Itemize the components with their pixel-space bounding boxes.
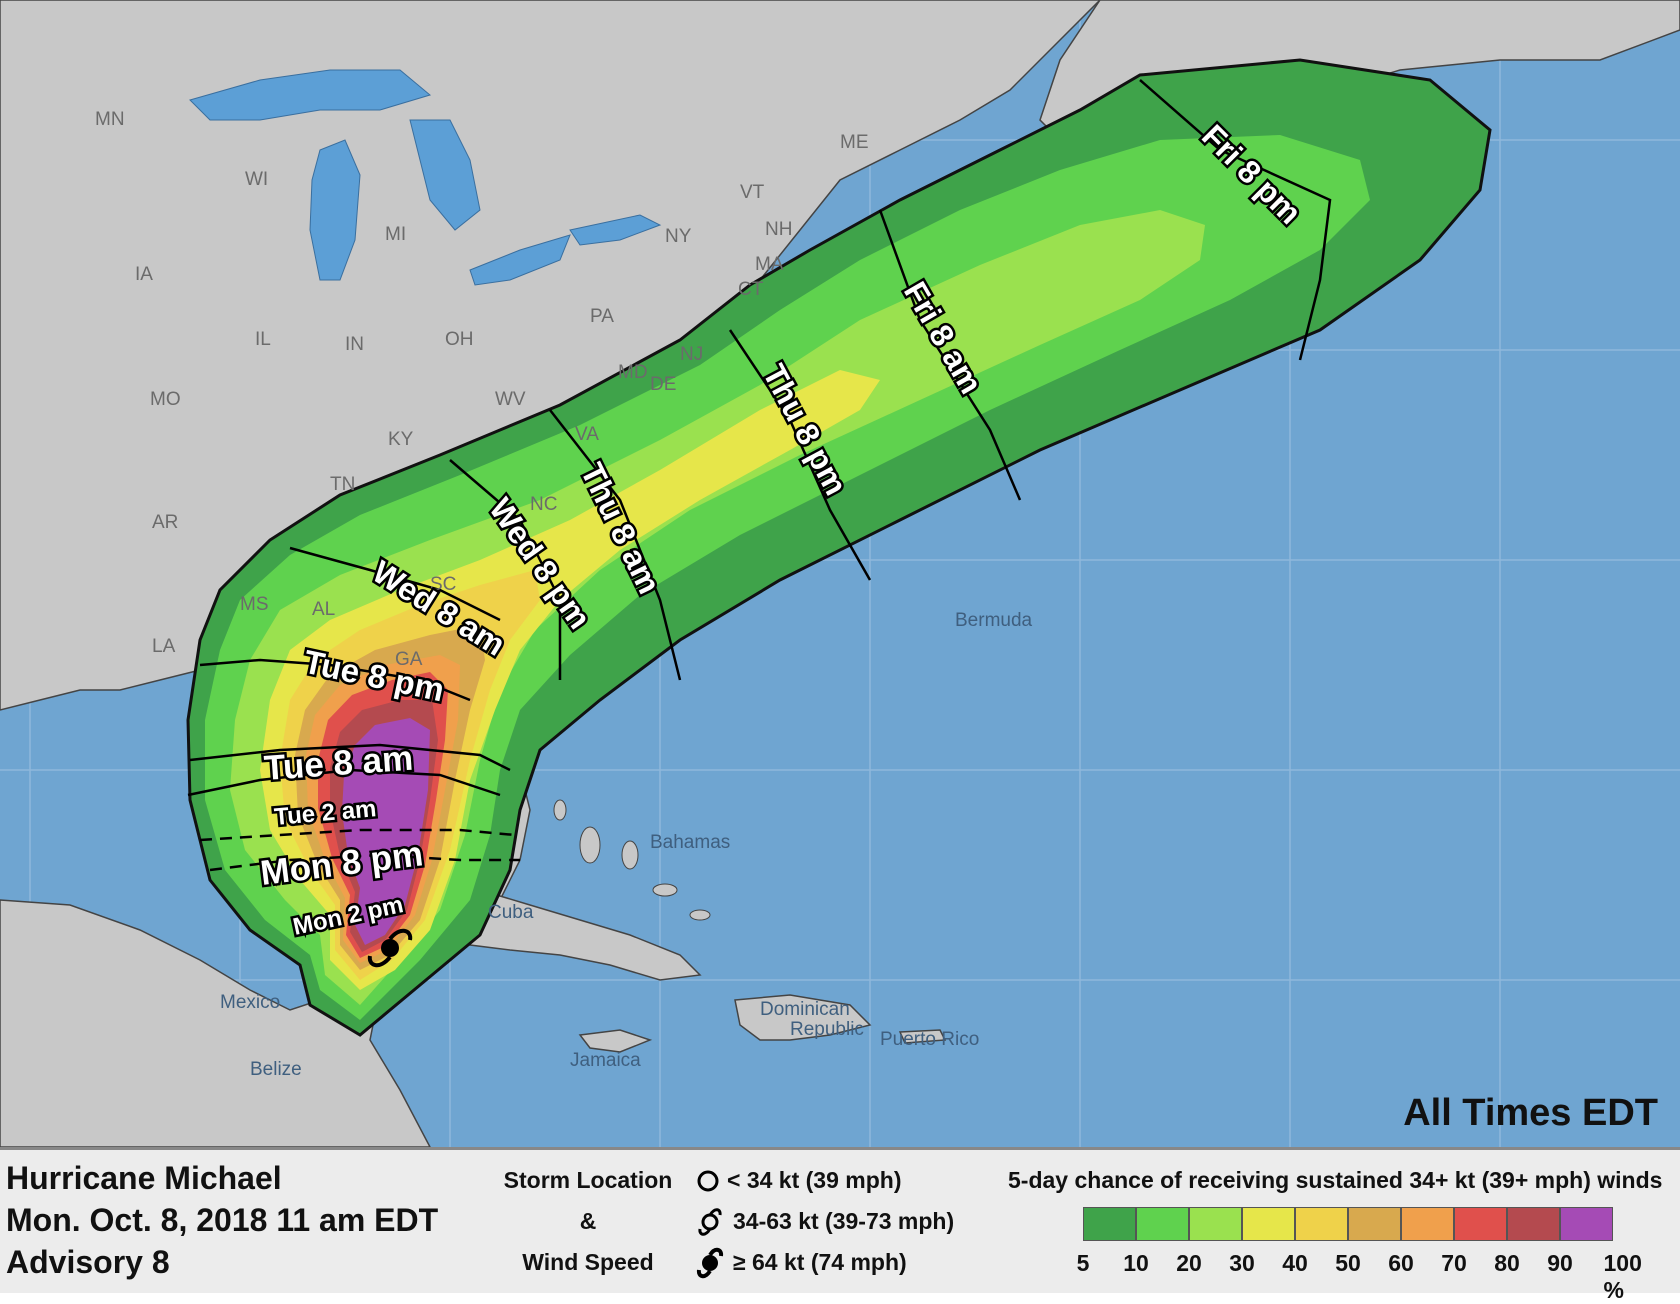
map-canvas: MN WI MI IA IL IN OH PA NY VT NH MA CT M… (0, 0, 1680, 1148)
wind-probability-swath (186, 58, 1492, 1037)
place-label-bermuda: Bermuda (955, 610, 1033, 631)
ampersand-label: & (579, 1208, 597, 1234)
state-label: GA (395, 649, 423, 670)
state-labels: MN WI MI IA IL IN OH PA NY VT NH MA CT M… (95, 109, 869, 670)
scale-swatch (1454, 1207, 1507, 1241)
state-label: WI (245, 169, 268, 190)
band-10 (205, 135, 1370, 1020)
scale-swatch (1295, 1207, 1348, 1241)
state-label: MN (95, 109, 125, 130)
state-label: OH (445, 329, 474, 350)
state-label: KY (388, 429, 414, 450)
place-label-belize: Belize (250, 1059, 302, 1080)
place-label-bahamas: Bahamas (650, 832, 730, 853)
place-label-puerto-rico: Puerto Rico (880, 1029, 979, 1050)
state-label: PA (590, 306, 614, 327)
place-label-cuba: Cuba (488, 902, 534, 923)
scale-swatch (1136, 1207, 1189, 1241)
place-label-dominican: Dominican (760, 999, 850, 1020)
state-label: IL (255, 329, 271, 350)
storm-location-label: Storm Location (503, 1167, 673, 1193)
scale-swatch (1083, 1207, 1136, 1241)
place-label-jamaica: Jamaica (570, 1050, 641, 1071)
scale-tick-label: 100 % (1603, 1250, 1642, 1303)
probability-map: MN WI MI IA IL IN OH PA NY VT NH MA CT M… (0, 0, 1680, 1148)
place-labels: Bermuda Bahamas Cuba Mexico Belize Jamai… (220, 610, 1033, 1080)
legend-symbol-label: 34-63 kt (39-73 mph) (733, 1208, 955, 1234)
open-circle-icon (697, 1170, 719, 1192)
state-label: MI (385, 224, 406, 245)
state-label: AR (152, 512, 178, 533)
legend-panel: Hurricane Michael Mon. Oct. 8, 2018 11 a… (0, 1147, 1680, 1303)
scale-tick-label: 80 (1494, 1250, 1520, 1276)
land-jamaica (578, 1029, 653, 1053)
time-lines (187, 79, 1332, 872)
state-label: IN (345, 334, 364, 355)
scale-swatch (1401, 1207, 1454, 1241)
hurricane-icon (696, 1247, 724, 1279)
tropical-storm-icon (698, 1208, 722, 1236)
state-label: NY (665, 226, 692, 247)
storm-name: Hurricane Michael (6, 1160, 282, 1196)
scale-tick-label: 5 (1076, 1250, 1090, 1276)
state-label: MA (755, 254, 784, 275)
scale-swatch (1507, 1207, 1560, 1241)
advisory-number: Advisory 8 (6, 1244, 170, 1280)
scale-tick-label: 30 (1229, 1250, 1255, 1276)
state-label: MS (240, 594, 269, 615)
state-label: ME (840, 132, 869, 153)
scale-tick-label: 50 (1335, 1250, 1361, 1276)
band-90 (342, 718, 430, 945)
scale-swatch (1189, 1207, 1242, 1241)
place-label-mexico: Mexico (220, 992, 280, 1013)
state-label: CT (738, 279, 764, 300)
great-lakes (189, 69, 662, 286)
all-times-note: All Times EDT (1403, 1092, 1658, 1134)
state-label: SC (430, 574, 456, 595)
hurricane-icon (367, 928, 413, 968)
land-cuba (428, 889, 702, 981)
place-label-republic: Republic (790, 1019, 864, 1040)
state-label: NH (765, 219, 792, 240)
state-label: MD (618, 362, 648, 383)
state-label: IA (135, 264, 153, 285)
scale-tick-label: 10 (1123, 1250, 1149, 1276)
land-puerto-rico (898, 1029, 947, 1044)
state-label: NJ (680, 344, 703, 365)
wind-speed-label: Wind Speed (522, 1249, 654, 1275)
legend-symbol-label: < 34 kt (39 mph) (727, 1167, 902, 1193)
scale-tick-label: 40 (1282, 1250, 1308, 1276)
scale-swatch (1560, 1207, 1613, 1241)
state-label: VA (575, 424, 599, 445)
state-label: NC (530, 494, 557, 515)
advisory-datetime: Mon. Oct. 8, 2018 11 am EDT (6, 1202, 439, 1238)
scale-swatch (1348, 1207, 1401, 1241)
state-label: LA (152, 636, 176, 657)
state-label: AL (312, 599, 335, 620)
land-hispaniola (734, 994, 872, 1041)
scale-swatch (1242, 1207, 1295, 1241)
probability-scale-title: 5-day chance of receiving sustained 34+ … (1008, 1167, 1663, 1193)
scale-tick-label: 90 (1547, 1250, 1573, 1276)
state-label: DE (650, 374, 676, 395)
state-label: TN (330, 474, 355, 495)
state-label: WV (495, 389, 526, 410)
scale-tick-label: 20 (1176, 1250, 1202, 1276)
bahamas-islands (553, 799, 711, 921)
state-label: VT (740, 182, 765, 203)
scale-tick-label: 70 (1441, 1250, 1467, 1276)
state-label: MO (150, 389, 181, 410)
scale-tick-label: 60 (1388, 1250, 1414, 1276)
legend-symbol-label: ≥ 64 kt (74 mph) (733, 1249, 907, 1275)
